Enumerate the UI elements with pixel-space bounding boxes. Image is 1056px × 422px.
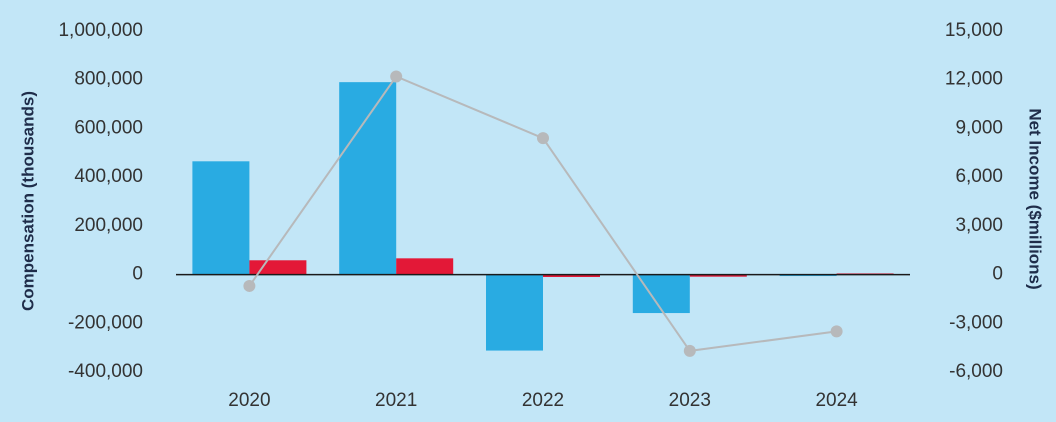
x-tick-label: 2023 xyxy=(669,390,711,411)
left-tick-label: -400,000 xyxy=(68,361,143,382)
x-tick-label: 2021 xyxy=(375,390,417,411)
line-point-2022 xyxy=(537,132,549,145)
bar-2023-1 xyxy=(689,274,747,277)
bar-2020-1 xyxy=(249,260,307,275)
x-tick-label: 2022 xyxy=(522,390,564,411)
bar-2021-1 xyxy=(396,258,454,275)
left-tick-label: 800,000 xyxy=(74,69,143,90)
x-axis-ticks: 2020 2021 2022 2023 2024 xyxy=(228,390,858,411)
left-tick-label: 1,000,000 xyxy=(58,20,143,41)
right-tick-label: -6,000 xyxy=(949,361,1003,382)
line-point-2024 xyxy=(830,325,843,338)
x-tick-label: 2024 xyxy=(815,390,858,411)
right-axis-ticks: 15,000 12,000 9,000 6,000 3,000 0 -3,000 -6,000 xyxy=(945,20,1003,382)
left-tick-label: 0 xyxy=(132,264,143,285)
line-series xyxy=(243,70,843,357)
bar-2022-0 xyxy=(486,274,543,351)
left-tick-label: -200,000 xyxy=(68,312,143,333)
right-tick-label: 0 xyxy=(992,264,1003,285)
right-tick-label: 3,000 xyxy=(955,215,1003,236)
line-point-2020 xyxy=(243,279,256,292)
right-tick-label: 6,000 xyxy=(955,166,1003,187)
bar-2022-1 xyxy=(543,274,600,278)
y2-axis-label: Net Income ($millions) xyxy=(1026,108,1045,289)
left-axis-ticks: 1,000,000 800,000 600,000 400,000 200,000 0 -2… xyxy=(58,20,143,382)
bar-series xyxy=(192,82,894,351)
bar-2020-0 xyxy=(192,161,250,275)
y-axis-label: Compensation (thousands) xyxy=(18,91,37,311)
left-tick-label: 400,000 xyxy=(74,166,143,187)
right-tick-label: 9,000 xyxy=(955,117,1003,138)
x-tick-label: 2020 xyxy=(228,390,270,411)
right-tick-label: -3,000 xyxy=(949,312,1003,333)
line-point-2023 xyxy=(683,344,696,357)
left-tick-label: 600,000 xyxy=(74,117,143,138)
left-tick-label: 200,000 xyxy=(74,215,143,236)
right-tick-label: 12,000 xyxy=(945,69,1003,90)
line-point-2021 xyxy=(390,70,403,83)
right-tick-label: 15,000 xyxy=(945,20,1003,41)
bar-2021-0 xyxy=(339,82,397,275)
